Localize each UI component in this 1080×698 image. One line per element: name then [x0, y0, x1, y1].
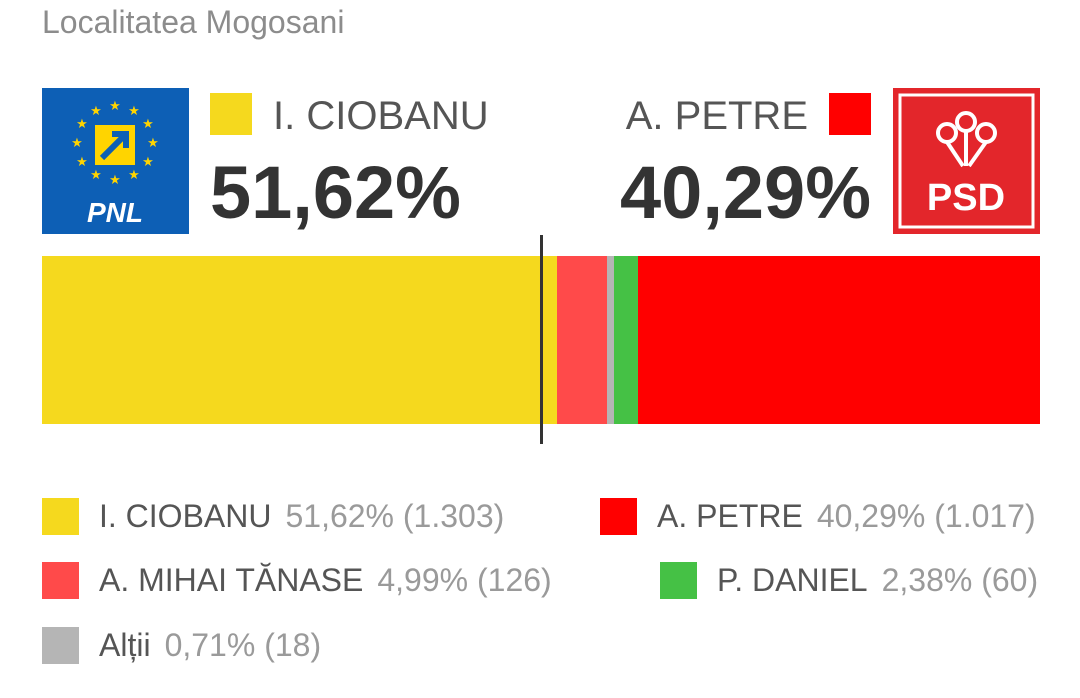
bar-segment: [607, 256, 614, 424]
legend-item-petre: A. PETRE 40,29% (1.017): [600, 494, 1036, 538]
legend-name: Alții: [99, 626, 151, 663]
petre-swatch: [829, 93, 871, 135]
svg-text:★: ★: [128, 104, 140, 119]
ciobanu-name: I. CIOBANU: [273, 94, 489, 138]
svg-text:★: ★: [90, 168, 102, 183]
svg-text:★: ★: [109, 99, 121, 114]
legend-item-ciobanu: I. CIOBANU 51,62% (1.303): [42, 494, 504, 538]
legend-swatch: [42, 497, 79, 535]
svg-text:★: ★: [142, 155, 154, 170]
legend-value: 4,99% (126): [377, 561, 552, 598]
legend-name: P. DANIEL: [717, 561, 868, 598]
legend-value: 51,62% (1.303): [285, 497, 505, 534]
legend-swatch: [42, 626, 79, 664]
bar-segment: [638, 256, 1040, 424]
legend-value: 2,38% (60): [881, 561, 1039, 598]
subtitle: Localitatea Mogosani: [42, 4, 345, 40]
petre-name: A. PETRE: [625, 94, 808, 138]
legend-swatch: [660, 561, 697, 599]
psd-logo-icon: PSD: [893, 88, 1040, 234]
psd-logo-text: PSD: [927, 177, 1005, 219]
results-bar: [42, 256, 1040, 424]
svg-text:★: ★: [71, 136, 83, 151]
svg-text:★: ★: [76, 155, 88, 170]
svg-text:★: ★: [109, 173, 121, 188]
legend-item-mihai: A. MIHAI TĂNASE 4,99% (126): [42, 558, 552, 602]
bar-segment: [614, 256, 638, 424]
pnl-logo-text: PNL: [87, 197, 143, 228]
bar-segment: [557, 256, 607, 424]
legend-value: 40,29% (1.017): [816, 497, 1036, 534]
svg-text:★: ★: [90, 104, 102, 119]
legend-item-daniel: P. DANIEL 2,38% (60): [660, 558, 1038, 602]
bar-segment: [42, 256, 557, 424]
svg-text:★: ★: [128, 168, 140, 183]
legend-name: A. MIHAI TĂNASE: [99, 561, 364, 598]
ciobanu-percent: 51,62%: [210, 151, 461, 234]
legend-item-altii: Alții 0,71% (18): [42, 623, 321, 667]
ciobanu-swatch: [210, 93, 252, 135]
legend-swatch: [42, 561, 79, 599]
legend-value: 0,71% (18): [164, 626, 322, 663]
legend-name: I. CIOBANU: [99, 497, 272, 534]
legend-swatch: [600, 497, 637, 535]
legend-name: A. PETRE: [657, 497, 803, 534]
svg-text:★: ★: [142, 117, 154, 132]
majority-line: [540, 235, 543, 444]
svg-text:★: ★: [147, 136, 159, 151]
svg-text:★: ★: [76, 117, 88, 132]
pnl-logo-icon: ★ ★ ★ ★ ★ ★ ★ ★ ★ ★ ★ ★ PNL: [42, 88, 189, 234]
petre-percent: 40,29%: [620, 151, 871, 234]
